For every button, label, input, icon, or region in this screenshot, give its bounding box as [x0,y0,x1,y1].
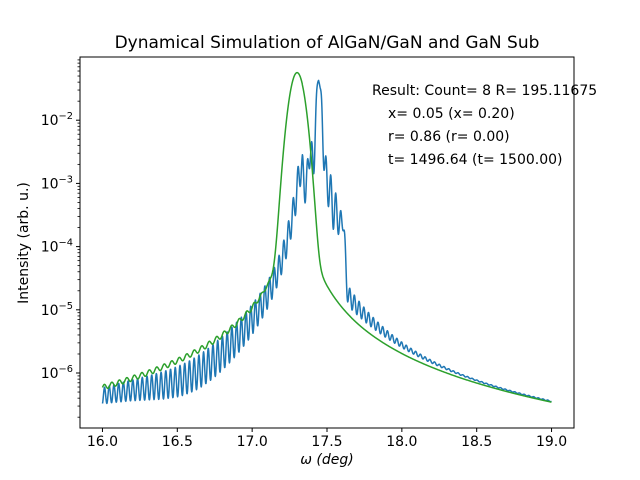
y-tick-label: 10−4 [41,238,73,256]
result-annotation-line: r= 0.86 (r= 0.00) [388,129,510,145]
result-annotation: Result: Count= 8 R= 195.11675 x= 0.05 (x=… [372,80,597,172]
x-tick-label: 16.0 [87,434,118,450]
series-line-layer [101,79,552,405]
result-annotation-line: x= 0.05 (x= 0.20) [388,106,515,122]
result-annotation-line: t= 1496.64 (t= 1500.00) [388,152,563,168]
x-tick-label: 18.5 [461,434,492,450]
result-annotation-line: Result: Count= 8 R= 195.11675 [372,83,598,99]
y-tick-label: 10−2 [41,111,73,129]
x-tick-label: 18.0 [386,434,417,450]
y-axis-label: Intensity (arb. u.) [16,182,32,304]
x-tick-label: 17.0 [237,434,268,450]
x-tick-label: 19.0 [536,434,567,450]
x-tick-label: 16.5 [162,434,193,450]
series-line-substrate [101,71,552,403]
y-tick-label: 10−5 [41,301,73,319]
x-tick-label: 17.5 [311,434,342,450]
chart-title: Dynamical Simulation of AlGaN/GaN and Ga… [114,33,540,53]
y-tick-label: 10−6 [41,364,73,382]
x-axis-label: ω (deg) [300,452,354,468]
y-tick-label: 10−3 [41,174,73,192]
